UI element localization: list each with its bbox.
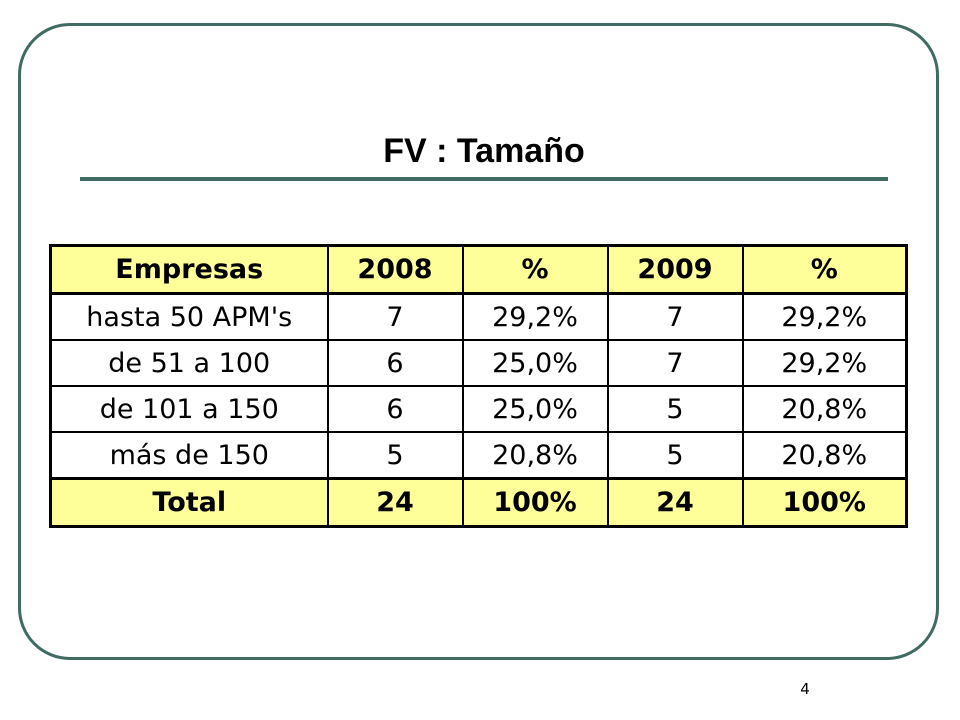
row-label: más de 150: [49, 431, 329, 480]
count-2009: 7: [606, 339, 744, 387]
count-2009: 7: [606, 292, 744, 341]
table-row: más de 150 5 20,8% 5 20,8%: [49, 431, 908, 480]
header-2009: 2009: [606, 244, 744, 295]
percent-2009: 20,8%: [741, 385, 908, 433]
count-2009: 5: [606, 431, 744, 480]
row-label: hasta 50 APM's: [49, 292, 329, 341]
header-empresas: Empresas: [49, 244, 329, 295]
total-percent-2009: 100%: [741, 477, 908, 528]
total-label: Total: [49, 477, 329, 528]
percent-2008: 25,0%: [461, 339, 609, 387]
percent-2009: 29,2%: [741, 339, 908, 387]
title-divider: [80, 177, 888, 181]
count-2009: 5: [606, 385, 744, 433]
percent-2008: 29,2%: [461, 292, 609, 341]
page-number: 4: [800, 680, 810, 698]
total-2008: 24: [326, 477, 464, 528]
total-2009: 24: [606, 477, 744, 528]
table-row: hasta 50 APM's 7 29,2% 7 29,2%: [49, 292, 908, 341]
table-header-row: Empresas 2008 % 2009 %: [49, 244, 908, 295]
percent-2009: 20,8%: [741, 431, 908, 480]
header-percent-2009: %: [741, 244, 908, 295]
total-percent-2008: 100%: [461, 477, 609, 528]
percent-2008: 25,0%: [461, 385, 609, 433]
company-size-table: Empresas 2008 % 2009 % hasta 50 APM's 7 …: [49, 244, 908, 528]
row-label: de 101 a 150: [49, 385, 329, 433]
count-2008: 7: [326, 292, 464, 341]
table-row: de 51 a 100 6 25,0% 7 29,2%: [49, 339, 908, 387]
table-total-row: Total 24 100% 24 100%: [49, 477, 908, 528]
count-2008: 6: [326, 385, 464, 433]
header-2008: 2008: [326, 244, 464, 295]
header-percent-2008: %: [461, 244, 609, 295]
table-row: de 101 a 150 6 25,0% 5 20,8%: [49, 385, 908, 433]
slide-title: FV : Tamaño: [383, 132, 585, 170]
percent-2008: 20,8%: [461, 431, 609, 480]
count-2008: 5: [326, 431, 464, 480]
count-2008: 6: [326, 339, 464, 387]
row-label: de 51 a 100: [49, 339, 329, 387]
percent-2009: 29,2%: [741, 292, 908, 341]
